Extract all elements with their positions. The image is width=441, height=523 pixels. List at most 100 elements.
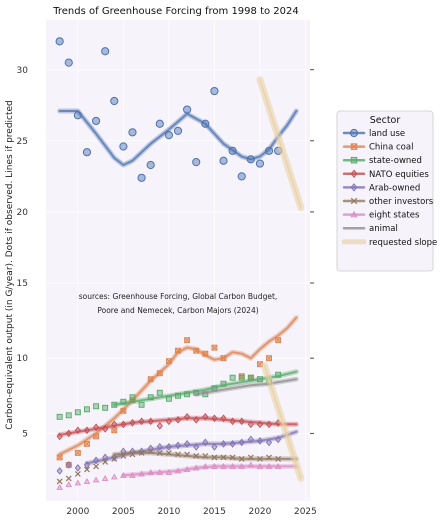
legend-label: animal xyxy=(369,224,398,234)
data-point xyxy=(202,412,209,421)
x-tick-label: 2010 xyxy=(157,507,180,517)
legend-item: China coal xyxy=(342,143,413,153)
plot-bottom-background xyxy=(46,283,310,501)
legend-label: eight states xyxy=(369,211,420,221)
data-point xyxy=(247,374,254,381)
data-point xyxy=(175,392,181,399)
data-point xyxy=(165,443,172,451)
data-point xyxy=(93,403,100,410)
data-point xyxy=(129,418,136,427)
legend-item: animal xyxy=(342,224,398,234)
legend-label: other investors xyxy=(369,197,434,207)
series-top-panel xyxy=(55,37,305,212)
legend-label: NATO equities xyxy=(369,170,429,180)
data-point xyxy=(65,412,72,419)
data-point xyxy=(56,467,63,475)
data-point xyxy=(192,464,200,471)
data-point xyxy=(56,454,63,461)
trend-line xyxy=(58,316,298,456)
data-point xyxy=(156,469,164,475)
data-point xyxy=(146,160,155,170)
data-point xyxy=(202,452,209,459)
annotation-line-2: Poore and Nemecek, Carbon Majors (2024) xyxy=(97,306,258,315)
data-point xyxy=(64,58,73,67)
data-point xyxy=(173,126,183,135)
data-point xyxy=(84,466,90,473)
data-point xyxy=(83,478,91,484)
y-tick-label-bottom: 15 xyxy=(17,279,28,289)
series-other-investors xyxy=(56,448,299,485)
data-point xyxy=(92,456,100,465)
data-point xyxy=(183,466,191,472)
data-point xyxy=(246,155,255,164)
data-point xyxy=(129,451,136,458)
series-nato-equities xyxy=(56,412,299,441)
data-point xyxy=(193,443,200,451)
data-point xyxy=(128,128,137,137)
data-point xyxy=(247,454,254,461)
data-point xyxy=(238,462,245,469)
data-point xyxy=(101,475,109,481)
data-point xyxy=(129,394,136,401)
data-point xyxy=(265,462,273,469)
data-point xyxy=(184,391,191,398)
data-point xyxy=(350,197,358,205)
data-point xyxy=(56,432,63,441)
legend-item: land use xyxy=(342,128,405,139)
series-bottom-panel xyxy=(56,315,305,490)
data-point xyxy=(82,148,92,157)
series-requested-slope xyxy=(261,362,305,482)
data-point xyxy=(74,426,81,435)
data-point xyxy=(193,347,200,354)
data-point xyxy=(110,96,119,106)
data-point xyxy=(120,407,127,414)
trend-line xyxy=(195,378,298,396)
data-point xyxy=(102,458,109,465)
data-point xyxy=(183,105,192,114)
data-point xyxy=(219,156,228,165)
data-point xyxy=(257,455,263,462)
data-point xyxy=(229,454,236,461)
data-point xyxy=(349,128,359,138)
data-point xyxy=(156,449,163,456)
legend-box xyxy=(336,110,434,272)
data-point xyxy=(350,183,358,192)
legend-item: NATO equities xyxy=(342,169,429,180)
data-point xyxy=(220,440,227,448)
data-point xyxy=(175,451,181,458)
data-point xyxy=(275,455,282,462)
data-point xyxy=(147,376,154,383)
data-point xyxy=(165,417,172,426)
data-point xyxy=(202,462,209,469)
data-point xyxy=(211,344,218,351)
trend-line xyxy=(122,465,298,477)
legend-items: land use China coal state-owned NATO equiti… xyxy=(341,128,437,248)
data-point xyxy=(55,37,64,46)
trend-line xyxy=(259,78,302,209)
data-point xyxy=(138,417,145,426)
data-point xyxy=(165,469,173,475)
data-point xyxy=(229,417,236,426)
x-tick-label: 2005 xyxy=(112,507,135,517)
data-point xyxy=(247,420,254,429)
data-point xyxy=(266,454,272,461)
data-point xyxy=(138,470,145,477)
data-point xyxy=(83,426,91,435)
trend-line xyxy=(113,451,298,460)
data-point xyxy=(65,461,72,469)
data-point xyxy=(147,469,154,475)
y-tick-label-bottom: 10 xyxy=(17,354,29,364)
data-point xyxy=(111,453,118,462)
data-point xyxy=(120,420,127,429)
data-point xyxy=(175,347,181,354)
data-point xyxy=(266,355,272,362)
data-point xyxy=(102,424,109,433)
trend-line xyxy=(58,417,298,436)
legend-item: Arab-owned xyxy=(342,183,420,193)
data-point xyxy=(101,47,110,56)
legend-label: land use xyxy=(369,129,405,139)
data-point xyxy=(275,337,282,344)
data-point xyxy=(229,374,236,381)
